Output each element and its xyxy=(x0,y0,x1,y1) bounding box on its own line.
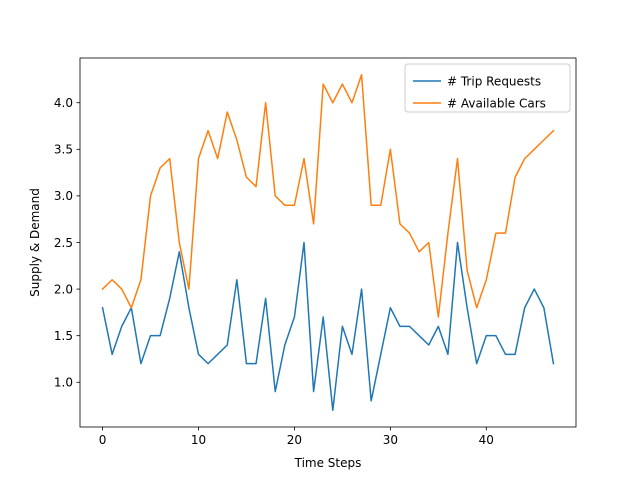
x-tick-label: 30 xyxy=(383,433,398,447)
x-tick-label: 0 xyxy=(99,433,107,447)
y-axis-ticks: 1.0 1.5 2.0 2.5 3.0 3.5 4.0 xyxy=(54,96,80,390)
series-line-1 xyxy=(101,241,555,411)
x-axis-ticks: 0 10 20 30 40 xyxy=(99,427,494,447)
x-tick-label: 20 xyxy=(287,433,302,447)
y-tick-label: 2.0 xyxy=(54,282,73,296)
y-axis-label: Supply & Demand xyxy=(28,188,42,297)
legend-label-2: # Available Cars xyxy=(447,96,546,110)
y-tick-label: 4.0 xyxy=(54,96,73,110)
legend: # Trip Requests # Available Cars xyxy=(404,63,571,113)
series-line-2 xyxy=(101,74,555,318)
x-tick-label: 10 xyxy=(191,433,206,447)
y-tick-label: 3.5 xyxy=(54,143,73,157)
plot-lines xyxy=(101,74,555,411)
plot-frame xyxy=(79,57,577,428)
legend-box xyxy=(404,63,571,113)
y-tick-label: 2.5 xyxy=(54,236,73,250)
y-tick-label: 1.0 xyxy=(54,376,73,390)
y-tick-label: 1.5 xyxy=(54,329,73,343)
legend-label-1: # Trip Requests xyxy=(447,74,541,88)
x-axis-label: Time Steps xyxy=(294,456,362,470)
y-tick-label: 3.0 xyxy=(54,189,73,203)
x-tick-label: 40 xyxy=(479,433,494,447)
